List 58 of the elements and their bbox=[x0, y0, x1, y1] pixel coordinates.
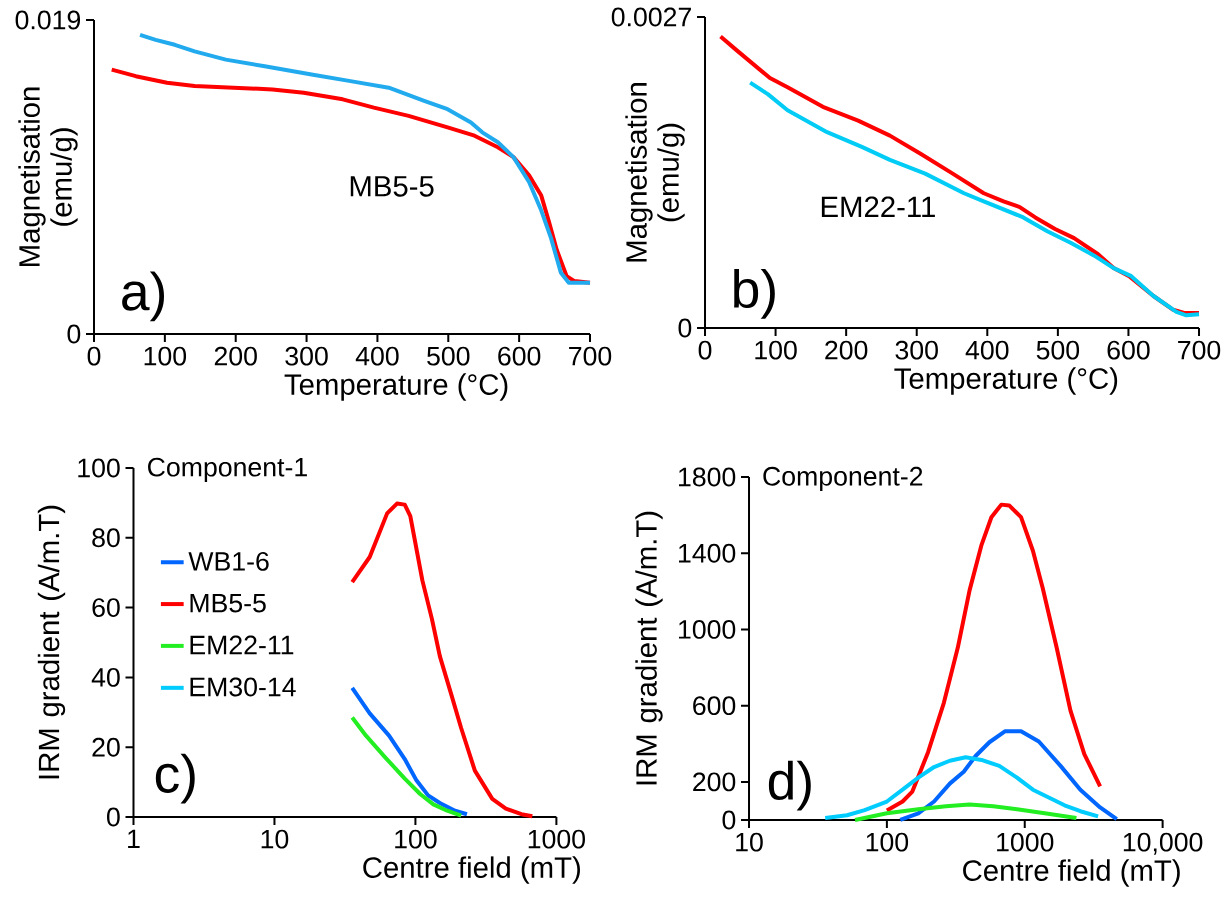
y-tick-label: 0 bbox=[678, 318, 692, 338]
y-tick-label: 40 bbox=[91, 667, 120, 687]
x-tick-label: 10 bbox=[736, 832, 763, 852]
legend-label: EM22-11 bbox=[190, 635, 294, 655]
x-tick-label: 600 bbox=[498, 346, 541, 366]
y-tick-label: 0.0027 bbox=[611, 7, 691, 27]
x-tick-label: 100 bbox=[755, 340, 797, 360]
y-tick-label: 1400 bbox=[679, 543, 736, 563]
y-tick-label: 0 bbox=[67, 324, 81, 344]
x-tick-label: 100 bbox=[866, 832, 909, 852]
y-axis-title: IRM gradient (A/m.T) bbox=[635, 511, 663, 785]
legend-label: WB1-6 bbox=[188, 551, 269, 571]
y-tick-label: 60 bbox=[92, 598, 120, 618]
y-axis-title: IRM gradient (A/m.T) bbox=[37, 505, 66, 779]
x-axis-title: Temperature (°C) bbox=[894, 367, 1118, 395]
x-tick-label: 200 bbox=[214, 346, 257, 366]
x-tick-label: 400 bbox=[355, 346, 399, 366]
chart-title: Component-2 bbox=[763, 466, 923, 492]
legend-label: EM30-14 bbox=[190, 677, 296, 697]
x-tick-label: 100 bbox=[395, 829, 437, 849]
y-axis-title: Magnetisation (emu/g) bbox=[625, 83, 685, 262]
x-tick-label: 300 bbox=[285, 346, 328, 366]
annotation: EM22-11 bbox=[821, 196, 935, 217]
y-tick-label: 600 bbox=[693, 696, 736, 716]
x-tick-label: 10,000 bbox=[1123, 832, 1203, 855]
x-axis-title: Temperature (°C) bbox=[284, 373, 508, 401]
y-axis-title: Magnetisation (emu/g) bbox=[18, 87, 78, 266]
x-tick-label: 700 bbox=[569, 346, 612, 366]
x-tick-label: 600 bbox=[1107, 340, 1150, 360]
x-tick-label: 200 bbox=[825, 340, 868, 360]
x-axis-title: Centre field (mT) bbox=[363, 856, 580, 884]
x-tick-label: 1000 bbox=[528, 829, 585, 849]
x-axis-title: Centre field (mT) bbox=[963, 859, 1180, 887]
annotation: MB5-5 bbox=[350, 176, 434, 197]
annotation: b) bbox=[734, 268, 775, 319]
y-tick-label: 20 bbox=[92, 737, 120, 757]
x-tick-label: 300 bbox=[895, 340, 938, 360]
annotation: d) bbox=[768, 760, 811, 811]
y-tick-label: 1800 bbox=[679, 467, 736, 487]
x-tick-label: 700 bbox=[1178, 340, 1221, 360]
legend-label: MB5-5 bbox=[190, 593, 266, 613]
x-tick-label: 500 bbox=[1036, 340, 1080, 360]
y-tick-label: 0 bbox=[722, 810, 736, 830]
y-tick-label: 1000 bbox=[679, 620, 736, 639]
x-tick-label: 100 bbox=[144, 346, 187, 366]
y-tick-label: 0.019 bbox=[15, 10, 81, 30]
chart-title: Component-1 bbox=[148, 457, 307, 482]
y-tick-label: 0 bbox=[107, 807, 120, 827]
y-tick-label: 200 bbox=[693, 772, 736, 792]
x-tick-label: 500 bbox=[427, 346, 470, 366]
x-tick-label: 400 bbox=[965, 340, 1009, 360]
annotation: a) bbox=[122, 271, 164, 322]
y-tick-label: 100 bbox=[78, 458, 120, 478]
x-tick-label: 1 bbox=[128, 829, 140, 849]
annotation: c) bbox=[155, 753, 195, 804]
x-tick-label: 1000 bbox=[997, 832, 1054, 852]
x-tick-label: 10 bbox=[261, 829, 289, 849]
y-tick-label: 80 bbox=[92, 528, 120, 548]
